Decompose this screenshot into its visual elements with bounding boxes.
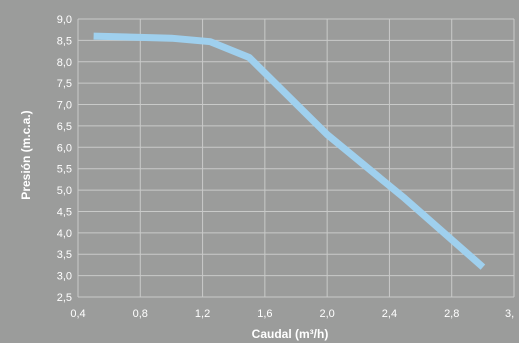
y-tick-label: 5,0 bbox=[57, 185, 72, 197]
y-tick-label: 3,5 bbox=[57, 249, 72, 261]
series-line bbox=[93, 32, 486, 270]
x-axis-label: Caudal (m³/h) bbox=[252, 327, 329, 341]
y-axis-label: Presión (m.c.a.) bbox=[19, 110, 33, 199]
y-tick-label: 3,0 bbox=[57, 271, 72, 283]
grid-lines bbox=[77, 18, 515, 298]
x-tick-label: 0,4 bbox=[70, 308, 85, 320]
x-tick-label: 0,8 bbox=[133, 308, 148, 320]
y-tick-label: 7,5 bbox=[57, 78, 72, 90]
y-tick-label: 4,0 bbox=[57, 228, 72, 240]
y-tick-label: 8,5 bbox=[57, 35, 72, 47]
y-tick-label: 2,5 bbox=[57, 292, 72, 304]
x-tick-label: 3, bbox=[505, 308, 514, 320]
x-tick-label: 1,2 bbox=[195, 308, 210, 320]
y-tick-label: 5,5 bbox=[57, 164, 72, 176]
x-tick-label: 2,8 bbox=[444, 308, 459, 320]
y-tick-label: 4,5 bbox=[57, 206, 72, 218]
x-tick-label: 1,6 bbox=[257, 308, 272, 320]
x-tick-label: 2,0 bbox=[319, 308, 334, 320]
y-tick-label: 6,0 bbox=[57, 142, 72, 154]
y-tick-label: 6,5 bbox=[57, 121, 72, 133]
y-tick-label: 9,0 bbox=[57, 14, 72, 26]
x-tick-label: 2,4 bbox=[382, 308, 397, 320]
y-tick-label: 7,0 bbox=[57, 100, 72, 112]
y-axis-ticks: 2,5 3,0 3,5 4,0 4,5 5,0 5,5 6,0 6,5 7,0 7,5 8,0 8,5 9… bbox=[57, 14, 72, 304]
y-tick-label: 8,0 bbox=[57, 57, 72, 69]
x-axis-ticks: 0,4 0,8 1,2 1,6 2,0 2,4 2,8 3, bbox=[70, 308, 514, 320]
series-layer bbox=[93, 32, 486, 270]
